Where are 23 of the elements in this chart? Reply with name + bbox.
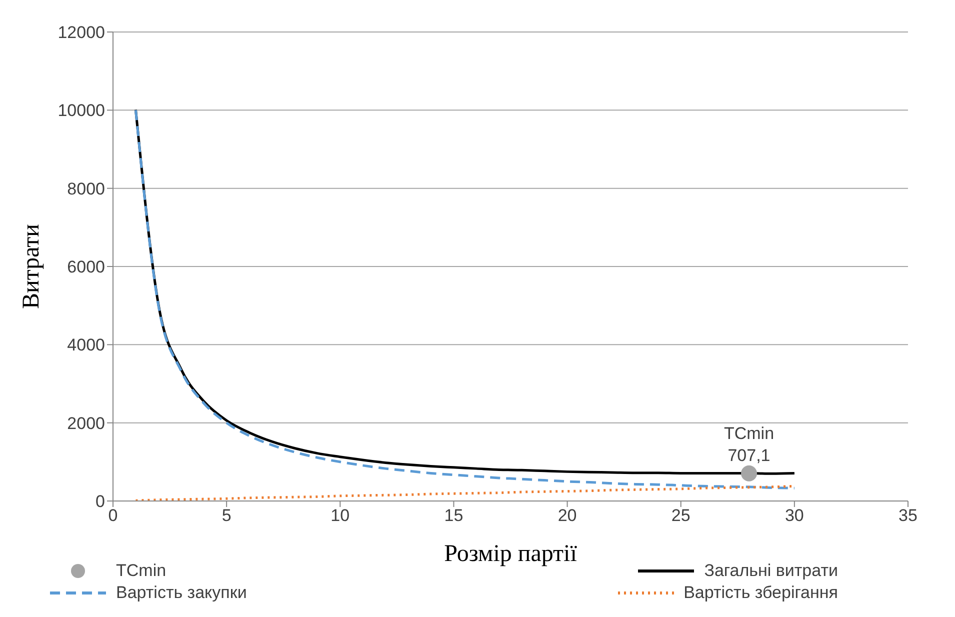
text: TCmin (724, 424, 774, 443)
x-tick-label: 30 (784, 506, 804, 526)
x-tick-label: 25 (671, 506, 690, 526)
x-tick-label: 0 (108, 506, 118, 526)
data-label: 707,1 (728, 446, 770, 465)
x-tick-label: 20 (558, 506, 577, 526)
legend-label: TCmin (116, 561, 166, 581)
y-tick-label: 4000 (67, 336, 105, 355)
x-tick-label: 15 (444, 506, 464, 526)
x-tick-label: 5 (222, 506, 232, 526)
y-tick-label: 10000 (58, 101, 105, 120)
legend-label: Загальні витрати (704, 561, 838, 581)
y-tick-label: 6000 (67, 258, 105, 277)
y-tick-label: 12000 (58, 23, 105, 42)
x-axis-title: Розмір партії (444, 541, 578, 567)
legend-label: Вартість закупки (116, 583, 247, 603)
y-axis-title: Витрати (18, 224, 45, 309)
y-tick-label: 0 (96, 492, 105, 512)
x-tick-label: 10 (330, 506, 350, 526)
legend-label: Вартість зберігання (684, 583, 838, 603)
y-tick-label: 2000 (67, 414, 105, 433)
x-tick-label: 35 (898, 506, 918, 526)
y-tick-label: 8000 (67, 179, 105, 198)
